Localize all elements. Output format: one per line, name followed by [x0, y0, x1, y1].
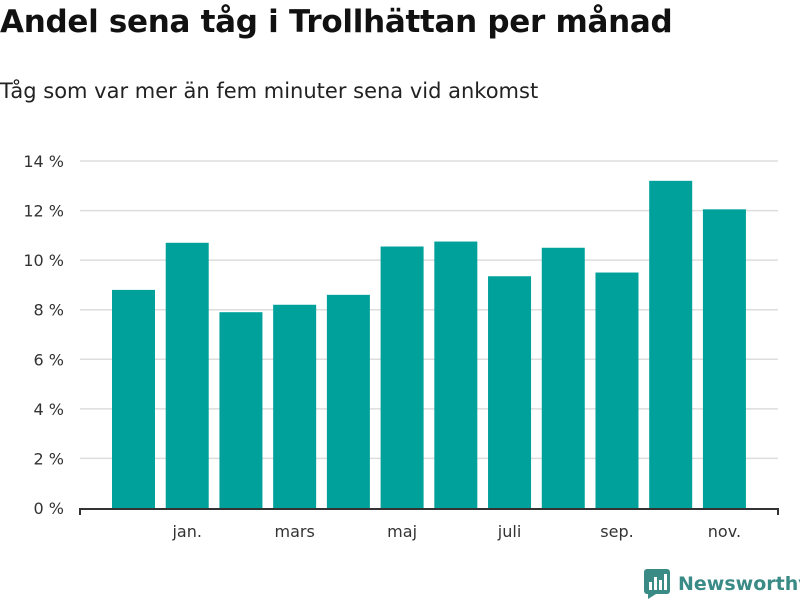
- bars: [112, 180, 746, 509]
- bar-okt: [649, 180, 693, 509]
- y-tick-label: 2 %: [34, 449, 64, 468]
- newsworthy-logo[interactable]: Newsworthy: [644, 568, 800, 600]
- y-tick-label: 10 %: [23, 251, 64, 270]
- x-axis: [79, 508, 779, 515]
- bar-jan: [165, 242, 209, 509]
- bar-juli: [488, 276, 532, 508]
- bar-feb: [219, 312, 263, 508]
- bar-juni: [434, 241, 478, 508]
- y-tick-label: 0 %: [34, 499, 64, 518]
- bar-mars: [273, 304, 317, 508]
- y-tick-label: 8 %: [34, 301, 64, 320]
- y-tick-label: 4 %: [34, 400, 64, 419]
- logo-text: Newsworthy: [678, 573, 800, 595]
- x-tick-label: nov.: [708, 522, 741, 541]
- bar-nov: [702, 209, 746, 508]
- x-tick-label: maj: [387, 522, 417, 541]
- bar-dec: [112, 289, 155, 508]
- y-tick-label: 14 %: [23, 152, 64, 171]
- bar-sep: [595, 272, 639, 508]
- x-tick-label: mars: [275, 522, 315, 541]
- chart-subtitle: Tåg som var mer än fem minuter sena vid …: [0, 79, 539, 103]
- y-tick-label: 6 %: [34, 350, 64, 369]
- x-tick-label: jan.: [171, 522, 201, 541]
- bar-apr: [326, 294, 370, 508]
- newsworthy-logo-icon: [644, 569, 670, 599]
- x-tick-label: juli: [497, 522, 521, 541]
- bar-maj: [380, 246, 424, 508]
- y-axis-labels: 0 % 2 % 4 % 6 % 8 % 10 % 12 % 14 %: [23, 152, 64, 518]
- x-axis-labels: jan. mars maj juli sep. nov.: [171, 522, 741, 541]
- y-tick-label: 12 %: [23, 202, 64, 221]
- x-tick-label: sep.: [600, 522, 633, 541]
- bar-aug: [541, 247, 585, 508]
- chart-title: Andel sena tåg i Trollhättan per månad: [0, 4, 673, 40]
